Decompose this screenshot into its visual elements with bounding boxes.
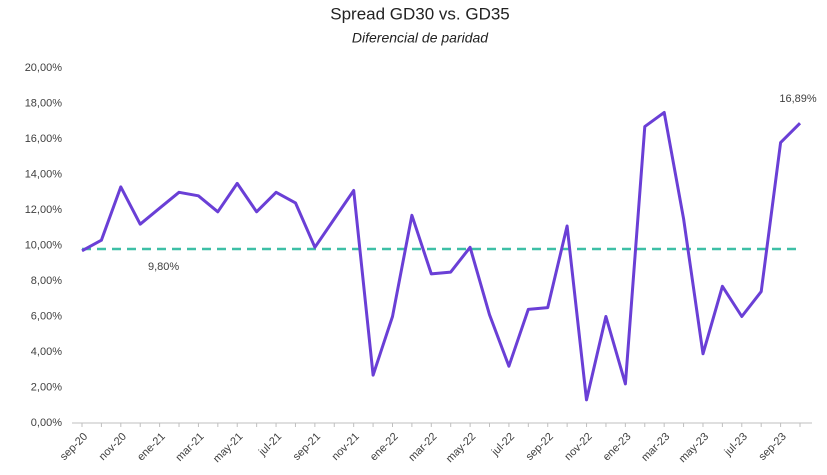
y-tick-label: 16,00% [25,133,63,145]
x-tick-label: ene-23 [601,431,634,464]
y-tick-label: 2,00% [31,381,62,393]
x-tick-label: sep-22 [524,431,556,463]
x-tick-label: mar-22 [406,431,439,464]
x-tick-label: sep-23 [756,431,788,463]
x-tick-label: sep-20 [58,431,90,463]
chart-title: Spread GD30 vs. GD35 [330,4,510,23]
y-tick-label: 18,00% [25,97,63,109]
y-tick-label: 6,00% [31,310,62,322]
x-tick-label: sep-21 [291,431,323,463]
x-tick-label: may-22 [444,431,478,465]
y-tick-label: 14,00% [25,168,63,180]
y-tick-label: 0,00% [31,417,62,429]
x-tick-label: may-21 [211,431,245,465]
y-tick-label: 20,00% [25,62,63,74]
x-tick-label: jul-21 [256,431,284,459]
x-tick-label: nov-20 [97,431,129,463]
x-tick-label: jul-22 [489,431,517,459]
x-tick-label: ene-22 [368,431,401,464]
y-tick-label: 4,00% [31,346,62,358]
y-tick-label: 10,00% [25,239,63,251]
x-tick-label: ene-21 [135,431,168,464]
reference-label: 9,80% [148,261,179,273]
data-line [81,110,802,402]
chart-subtitle: Diferencial de paridad [352,30,489,46]
x-tick-label: mar-23 [639,431,672,464]
x-tick-label: nov-21 [330,431,362,463]
y-tick-label: 12,00% [25,204,63,216]
x-tick-label: jul-23 [722,431,750,459]
y-tick-label: 8,00% [31,275,62,287]
x-tick-label: may-23 [677,431,711,465]
x-tick-label: mar-21 [173,431,206,464]
data-label: 16,89% [779,93,817,105]
x-tick-label: nov-22 [562,431,594,463]
